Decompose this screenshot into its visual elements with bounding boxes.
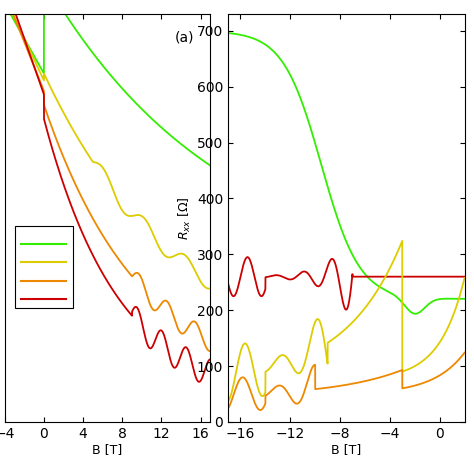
X-axis label: B [T]: B [T] bbox=[92, 444, 123, 456]
Bar bbox=[15, 226, 73, 308]
Text: (a): (a) bbox=[174, 30, 194, 45]
X-axis label: B [T]: B [T] bbox=[331, 444, 361, 456]
Y-axis label: $R_{xx}\ [\Omega]$: $R_{xx}\ [\Omega]$ bbox=[176, 196, 192, 240]
